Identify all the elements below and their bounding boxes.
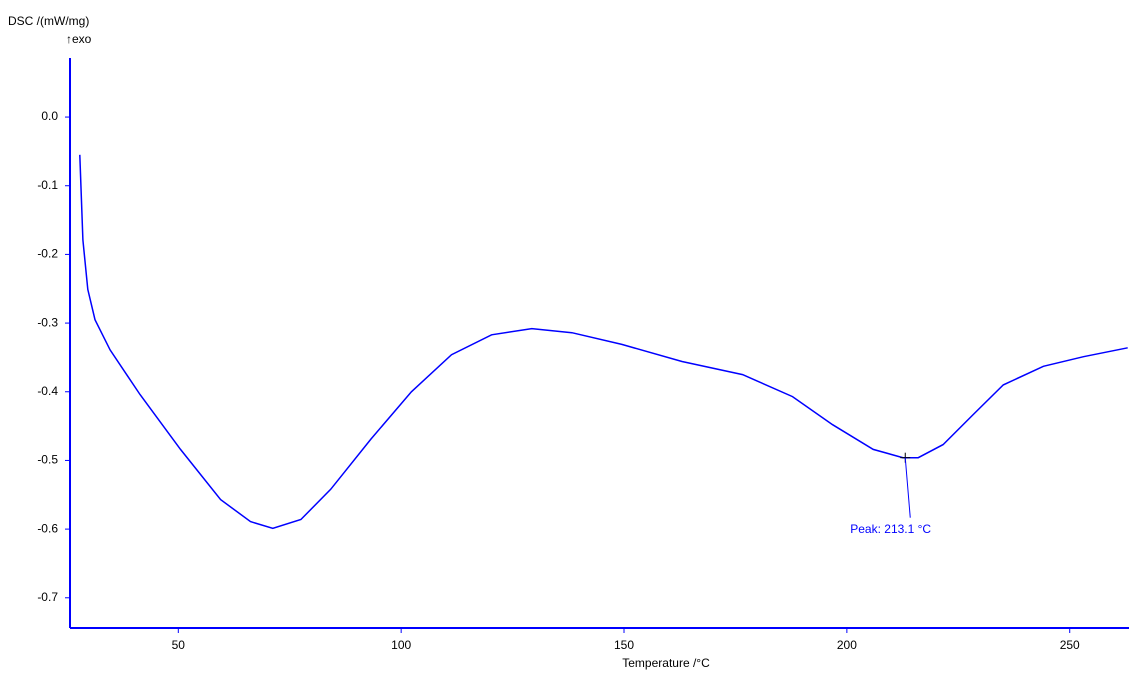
y-tick-label: 0.0: [41, 109, 58, 123]
y-tick-label: -0.1: [37, 178, 58, 192]
y-axis-label: DSC /(mW/mg): [8, 14, 89, 28]
y-tick-label: -0.2: [37, 247, 58, 261]
x-tick-label: 250: [1060, 638, 1080, 652]
x-tick-label: 100: [391, 638, 411, 652]
x-axis-label: Temperature /°C: [622, 656, 710, 670]
y-tick-label: -0.4: [37, 384, 58, 398]
y-tick-label: -0.6: [37, 521, 58, 535]
y-tick-label: -0.3: [37, 315, 58, 329]
y-tick-label: -0.5: [37, 453, 58, 467]
x-tick-label: 200: [837, 638, 857, 652]
y-tick-label: -0.7: [37, 590, 58, 604]
peak-label: Peak: 213.1 °C: [850, 522, 931, 536]
x-tick-label: 50: [172, 638, 186, 652]
exo-note: ↑exo: [66, 32, 92, 46]
peak-leader: [904, 457, 911, 518]
x-tick-label: 150: [614, 638, 634, 652]
dsc-curve: [79, 154, 1128, 530]
